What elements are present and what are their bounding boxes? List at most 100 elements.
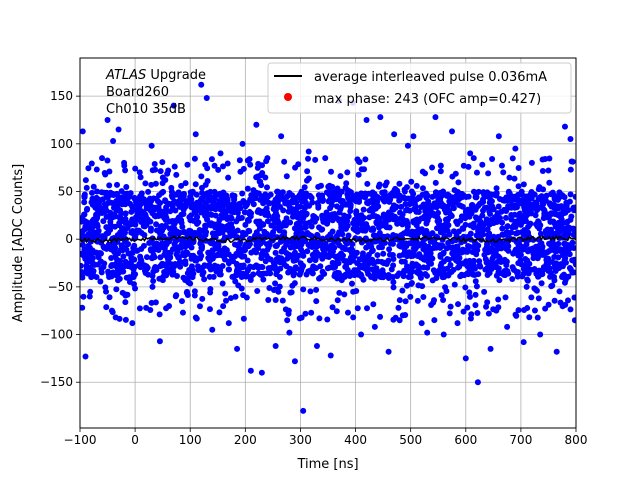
data-point bbox=[250, 271, 257, 278]
data-point bbox=[327, 195, 334, 202]
data-point bbox=[287, 253, 294, 260]
data-point bbox=[343, 215, 350, 222]
data-point bbox=[108, 244, 115, 251]
data-point bbox=[371, 275, 378, 282]
data-point bbox=[272, 196, 279, 203]
data-point bbox=[232, 293, 239, 300]
data-point bbox=[396, 297, 403, 304]
data-point bbox=[148, 198, 155, 205]
data-point bbox=[134, 247, 141, 254]
data-point bbox=[460, 308, 467, 315]
data-point bbox=[465, 163, 472, 170]
data-point bbox=[85, 254, 92, 261]
data-point bbox=[219, 163, 226, 170]
data-point bbox=[514, 230, 521, 237]
data-point bbox=[345, 194, 352, 201]
data-point bbox=[258, 251, 265, 258]
data-point bbox=[122, 258, 129, 265]
data-point bbox=[364, 305, 371, 312]
data-point bbox=[515, 307, 522, 314]
data-point bbox=[403, 184, 410, 191]
data-point bbox=[343, 180, 350, 187]
data-point bbox=[265, 199, 272, 206]
data-point bbox=[420, 264, 427, 271]
data-point bbox=[354, 305, 361, 312]
data-point bbox=[508, 211, 515, 218]
data-point bbox=[247, 367, 254, 374]
data-point bbox=[405, 273, 412, 280]
data-point bbox=[217, 150, 224, 157]
data-point bbox=[319, 196, 326, 203]
data-point bbox=[222, 290, 229, 297]
data-point bbox=[128, 208, 135, 215]
data-point bbox=[440, 188, 447, 195]
data-point bbox=[238, 252, 245, 259]
data-point bbox=[122, 210, 129, 217]
data-point bbox=[318, 226, 325, 233]
data-point bbox=[390, 255, 397, 262]
data-point bbox=[259, 169, 266, 176]
x-tick-label: 500 bbox=[399, 433, 422, 447]
data-point bbox=[263, 205, 270, 212]
data-point bbox=[511, 249, 518, 256]
data-point bbox=[86, 293, 93, 300]
data-point bbox=[308, 194, 315, 201]
data-point bbox=[525, 197, 532, 204]
data-point bbox=[123, 194, 130, 201]
data-point bbox=[429, 164, 436, 171]
data-point bbox=[399, 221, 406, 228]
data-point bbox=[441, 228, 448, 235]
data-point bbox=[503, 207, 510, 214]
data-point bbox=[495, 296, 502, 303]
data-point bbox=[198, 209, 205, 216]
data-point bbox=[275, 254, 282, 261]
y-tick-label: −50 bbox=[48, 280, 73, 294]
data-point bbox=[261, 228, 268, 235]
data-point bbox=[418, 204, 425, 211]
data-point bbox=[353, 210, 360, 217]
data-point bbox=[143, 304, 150, 311]
data-point bbox=[532, 212, 539, 219]
data-point bbox=[534, 255, 541, 262]
data-point bbox=[347, 201, 354, 208]
data-point bbox=[380, 250, 387, 257]
x-tick-label: 800 bbox=[565, 433, 588, 447]
data-point bbox=[413, 196, 420, 203]
data-point bbox=[234, 202, 241, 209]
data-point bbox=[292, 164, 299, 171]
data-point bbox=[106, 271, 113, 278]
data-point bbox=[333, 308, 340, 315]
data-point bbox=[146, 239, 153, 246]
data-point bbox=[263, 184, 270, 191]
data-point bbox=[365, 260, 372, 267]
data-point bbox=[327, 212, 334, 219]
data-point bbox=[236, 241, 243, 248]
data-point bbox=[297, 224, 304, 231]
data-point bbox=[165, 251, 172, 258]
data-point bbox=[374, 252, 381, 259]
data-point bbox=[537, 230, 544, 237]
data-point bbox=[352, 235, 359, 242]
data-point bbox=[221, 245, 228, 252]
data-point bbox=[192, 181, 199, 188]
data-point bbox=[571, 317, 576, 324]
data-point bbox=[473, 169, 480, 176]
y-tick-label: −150 bbox=[40, 375, 73, 389]
data-point bbox=[485, 170, 492, 177]
data-point bbox=[104, 157, 111, 164]
data-point bbox=[360, 206, 367, 213]
data-point bbox=[515, 164, 522, 171]
data-point bbox=[410, 190, 417, 197]
data-point bbox=[265, 265, 272, 272]
data-point bbox=[262, 211, 269, 218]
data-point bbox=[83, 265, 90, 272]
data-point bbox=[286, 189, 293, 196]
data-point bbox=[481, 251, 488, 258]
data-point bbox=[354, 268, 361, 275]
data-point bbox=[334, 194, 341, 201]
data-point bbox=[519, 243, 526, 250]
data-point bbox=[130, 281, 137, 288]
data-point bbox=[222, 196, 229, 203]
data-point bbox=[98, 266, 105, 273]
data-point bbox=[264, 155, 271, 162]
